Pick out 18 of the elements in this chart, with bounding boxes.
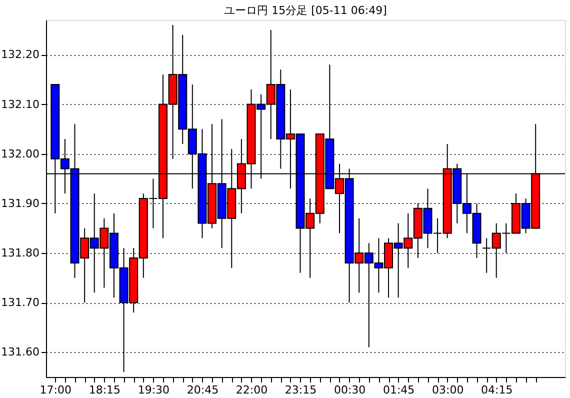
- x-tick-label: 00:30: [334, 384, 366, 396]
- y-tick-label: 131.90: [1, 196, 40, 210]
- y-tick-label: 132.10: [1, 98, 40, 111]
- y-tick-label: 132.00: [1, 147, 40, 160]
- x-tick-label: 18:15: [88, 384, 121, 396]
- x-tick-label: 22:00: [236, 384, 268, 396]
- x-tick-label: 23:15: [284, 384, 317, 396]
- chart-title: ユーロ円 15分足 [05-11 06:49]: [224, 4, 387, 17]
- x-tick-label: 03:00: [432, 384, 464, 396]
- x-tick-label: 17:00: [40, 384, 72, 396]
- y-tick-label: 131.80: [1, 246, 40, 260]
- x-tick-label: 19:30: [138, 384, 170, 396]
- y-tick-label: 132.20: [1, 48, 40, 62]
- y-tick-label: 131.60: [1, 346, 40, 359]
- x-tick-label: 04:15: [481, 384, 513, 396]
- y-tick-label: 131.70: [1, 296, 40, 310]
- x-tick-label: 20:45: [186, 384, 219, 396]
- x-tick-label: 01:45: [382, 384, 415, 396]
